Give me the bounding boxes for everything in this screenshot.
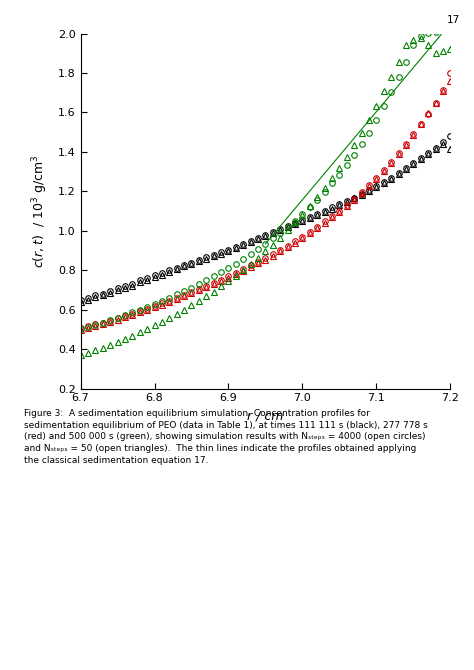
Y-axis label: $c(r,t)$  / 10$^3$ g/cm$^3$: $c(r,t)$ / 10$^3$ g/cm$^3$ bbox=[30, 154, 50, 268]
Text: Figure 3:  A sedimentation equilibrium simulation. Concentration profiles for
se: Figure 3: A sedimentation equilibrium si… bbox=[24, 409, 428, 465]
X-axis label: r / cm: r / cm bbox=[247, 409, 283, 422]
Text: 17: 17 bbox=[447, 15, 460, 25]
